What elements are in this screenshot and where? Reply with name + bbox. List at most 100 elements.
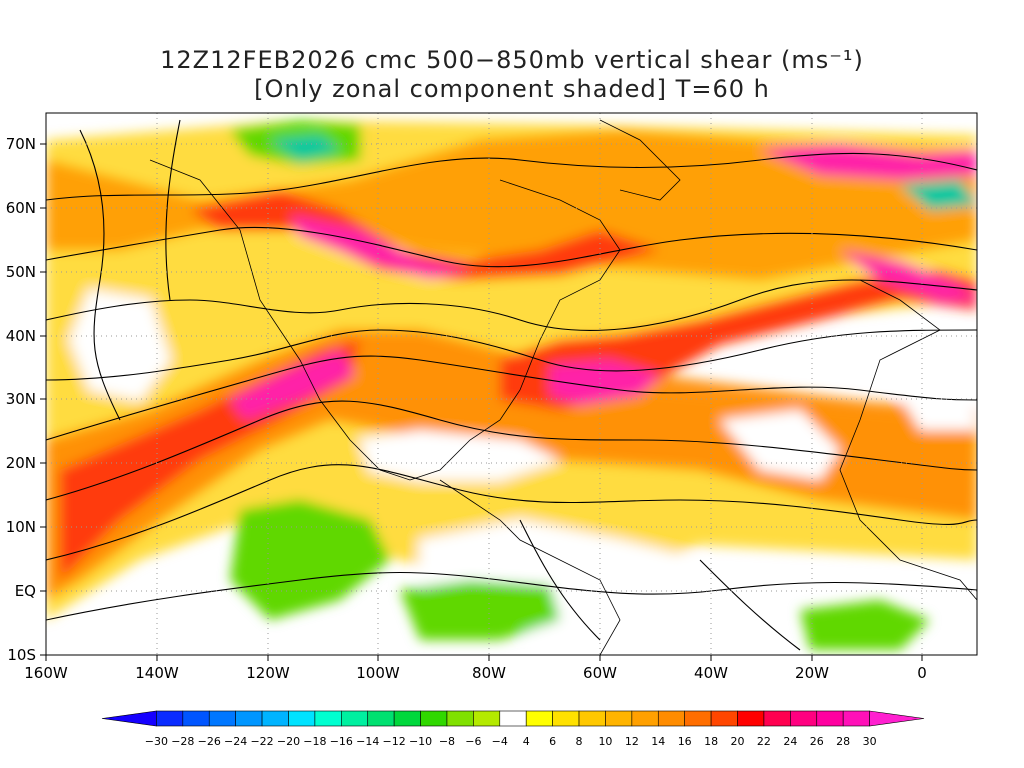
- grid-lines: [46, 113, 977, 655]
- colorbar-swatch: [710, 710, 738, 727]
- latitude-label: 70N: [6, 135, 36, 153]
- colorbar-swatch: [208, 710, 236, 727]
- jet-europe-magenta: [840, 250, 977, 300]
- colorbar-swatch: [631, 710, 659, 727]
- streamline: [699, 559, 801, 651]
- colorbar-swatch: [842, 710, 870, 727]
- colorbar-tick-label: −24: [224, 735, 247, 748]
- teal-northatlantic: [900, 180, 977, 210]
- colorbar-tick-label: −6: [465, 735, 481, 748]
- jet-subtropical-magenta: [230, 350, 355, 420]
- colorbar-tick-label: 8: [576, 735, 583, 748]
- colorbar-tick-label: −26: [198, 735, 221, 748]
- calm-zone-westafrica: [720, 410, 840, 480]
- latitude-label: 40N: [6, 327, 36, 345]
- colorbar-swatch: [869, 710, 925, 727]
- map-plot-area: [46, 113, 977, 655]
- streamlines: [46, 119, 977, 651]
- colorbar-swatch: [525, 710, 553, 727]
- colorbar-tick-label: 10: [598, 735, 612, 748]
- colorbar-tick-label: 14: [651, 735, 665, 748]
- latitude-label: 10S: [7, 646, 36, 664]
- coastline-north-america: [149, 159, 621, 481]
- colorbar-tick-label: 28: [836, 735, 850, 748]
- colorbar-tick-label: −18: [303, 735, 326, 748]
- longitude-label: 140W: [135, 664, 179, 682]
- colorbar-tick-label: 20: [731, 735, 745, 748]
- latitude-label: 10N: [6, 518, 36, 536]
- colorbar-tick-label: −10: [409, 735, 432, 748]
- jet-north-red: [190, 190, 660, 280]
- colorbar-tick-label: 12: [625, 735, 639, 748]
- streamline: [46, 400, 977, 501]
- streamline: [46, 226, 977, 268]
- longitude-label: 160W: [24, 664, 68, 682]
- colorbar-swatch: [578, 710, 606, 727]
- colorbar-swatch: [473, 710, 501, 727]
- jet-north-magenta: [290, 215, 470, 278]
- coastline-south-america: [439, 479, 621, 655]
- colorbar-tick-label: 4: [523, 735, 530, 748]
- teal-arctic: [270, 135, 340, 160]
- colorbar-tick-label: 6: [549, 735, 556, 748]
- streamline: [46, 329, 977, 381]
- streamline: [46, 279, 977, 331]
- colorbar-tick-label: 30: [863, 735, 877, 748]
- colorbar: −30 −28 −26 −24 −22 −20 −18 −16 −14 −12 −10 −8 −6 −4 4…: [101, 710, 925, 748]
- colorbar-swatch: [737, 710, 765, 727]
- colorbar-swatch: [367, 710, 395, 727]
- coastlines: [149, 119, 977, 655]
- calm-zone-gulf: [360, 430, 560, 480]
- colorbar-swatch: [288, 710, 316, 727]
- colorbar-swatch: [816, 710, 844, 727]
- colorbar-tick-label: 24: [783, 735, 797, 748]
- map-title-line-1: 12Z12FEB2026 cmc 500−850mb vertical shea…: [160, 46, 864, 74]
- colorbar-swatch: [605, 710, 633, 727]
- coastline-greenland: [599, 119, 681, 201]
- streamline: [46, 464, 977, 561]
- colorbar-swatch: [182, 710, 210, 727]
- latitude-label: 50N: [6, 263, 36, 281]
- colorbar-swatch: [156, 710, 184, 727]
- longitude-label: 0: [917, 664, 927, 682]
- colorbar-swatch: [314, 710, 342, 727]
- calm-zone-africa: [880, 350, 977, 430]
- colorbar-swatch: [499, 710, 527, 727]
- streamline: [165, 119, 181, 301]
- shading-orange-north: [46, 130, 977, 280]
- colorbar-swatch: [763, 710, 791, 727]
- longitude-label: 40W: [694, 664, 728, 682]
- colorbar-tick-label: −12: [383, 735, 406, 748]
- map-frame: [45, 112, 978, 656]
- colorbar-tick-label: 16: [678, 735, 692, 748]
- latitude-label: 20N: [6, 454, 36, 472]
- colorbar-tick-label: −8: [439, 735, 455, 748]
- colorbar-swatch: [790, 710, 818, 727]
- latitude-label: EQ: [15, 582, 36, 600]
- map-title-line-2: [Only zonal component shaded] T=60 h: [254, 75, 770, 103]
- colorbar-swatch: [446, 710, 474, 727]
- colorbar-tick-label: −14: [356, 735, 379, 748]
- green-southamerica: [400, 580, 560, 640]
- colorbar-tick-label: −20: [277, 735, 300, 748]
- colorbar-tick-label: 18: [704, 735, 718, 748]
- colorbar-swatch: [341, 710, 369, 727]
- colorbar-tick-label: 26: [810, 735, 824, 748]
- colorbar-swatch: [101, 710, 157, 727]
- colorbar-swatch: [552, 710, 580, 727]
- latitude-label: 60N: [6, 199, 36, 217]
- colorbar-swatch: [657, 710, 685, 727]
- colorbar-tick-label: −30: [145, 735, 168, 748]
- longitude-label: 100W: [356, 664, 400, 682]
- longitude-label: 20W: [795, 664, 829, 682]
- streamline: [79, 129, 121, 421]
- colorbar-swatch: [420, 710, 448, 727]
- streamline: [46, 152, 977, 201]
- streamline: [46, 571, 977, 621]
- green-eastpacific: [230, 500, 390, 620]
- coastline-europe-africa: [839, 279, 977, 601]
- latitude-label: 30N: [6, 390, 36, 408]
- longitude-label: 120W: [246, 664, 290, 682]
- colorbar-tick-label: −28: [171, 735, 194, 748]
